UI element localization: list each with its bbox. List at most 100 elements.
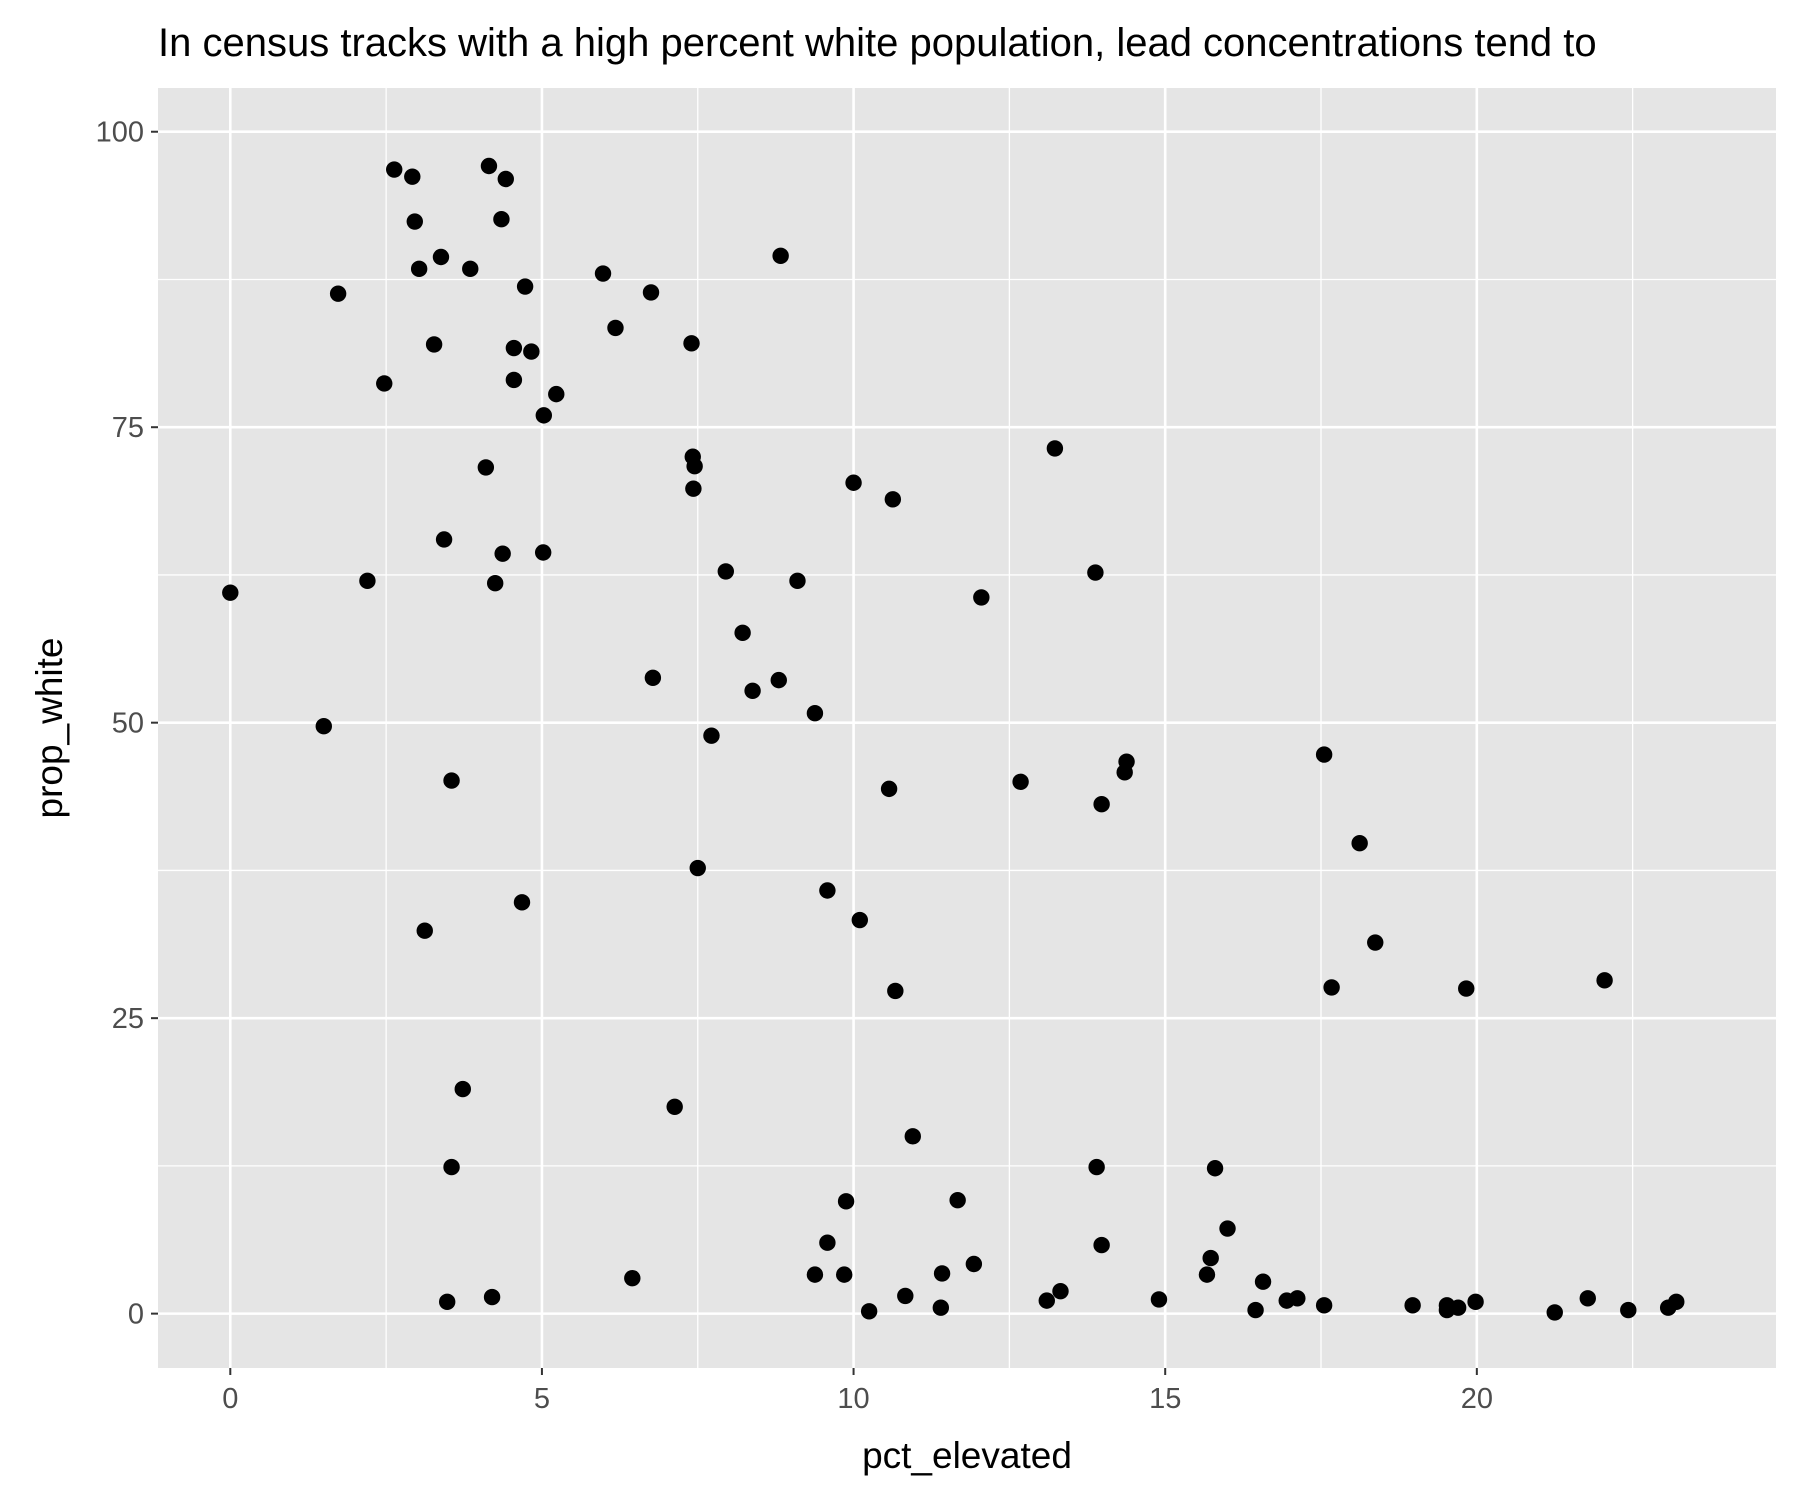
data-point bbox=[819, 882, 836, 899]
axis-ticks bbox=[151, 130, 1478, 1375]
data-point bbox=[845, 474, 862, 491]
data-point bbox=[1046, 440, 1064, 457]
data-point bbox=[462, 260, 479, 278]
data-point bbox=[432, 248, 450, 266]
data-point bbox=[837, 1193, 855, 1210]
data-point bbox=[897, 1287, 914, 1305]
data-point bbox=[483, 1288, 501, 1306]
data-point bbox=[789, 572, 806, 590]
data-point bbox=[607, 319, 624, 337]
data-point bbox=[1315, 746, 1333, 763]
major-gridlines bbox=[158, 88, 1776, 1368]
data-point bbox=[880, 780, 898, 798]
data-point bbox=[1202, 1249, 1219, 1267]
data-point bbox=[1038, 1292, 1055, 1309]
data-point bbox=[1150, 1291, 1168, 1308]
data-point bbox=[534, 544, 552, 561]
data-point bbox=[644, 669, 662, 686]
data-point bbox=[851, 911, 868, 929]
data-point bbox=[315, 718, 332, 735]
data-point bbox=[624, 1269, 641, 1287]
data-point bbox=[717, 563, 734, 580]
data-point bbox=[1093, 1236, 1110, 1254]
data-point bbox=[744, 682, 761, 699]
data-point bbox=[887, 982, 904, 1000]
data-point bbox=[1620, 1301, 1637, 1319]
y-tick-label: 25 bbox=[112, 1003, 144, 1035]
data-point bbox=[443, 772, 460, 789]
data-point bbox=[806, 705, 824, 722]
data-point bbox=[523, 343, 540, 360]
data-point bbox=[973, 589, 990, 606]
chart-title: In census tracks with a high percent whi… bbox=[158, 21, 1597, 65]
data-point bbox=[904, 1128, 921, 1145]
minor-gridlines bbox=[158, 88, 1776, 1368]
data-point bbox=[689, 859, 706, 877]
x-axis-tick-labels: 0 5 10 15 20 bbox=[222, 1383, 1493, 1415]
data-point bbox=[772, 247, 789, 265]
data-point bbox=[1012, 773, 1029, 790]
data-point bbox=[1596, 972, 1613, 989]
data-point bbox=[486, 575, 504, 592]
data-point bbox=[513, 894, 531, 911]
data-point bbox=[505, 371, 523, 389]
data-point bbox=[329, 285, 347, 302]
data-point bbox=[222, 584, 239, 601]
data-point bbox=[404, 168, 421, 185]
data-point bbox=[548, 385, 565, 403]
data-point bbox=[1247, 1301, 1264, 1319]
data-point bbox=[685, 480, 702, 497]
data-point bbox=[1467, 1293, 1484, 1311]
y-tick-label: 75 bbox=[112, 412, 144, 444]
data-point bbox=[1579, 1290, 1596, 1307]
y-tick-label: 50 bbox=[112, 708, 144, 740]
data-point bbox=[1668, 1293, 1685, 1311]
data-point bbox=[480, 157, 498, 175]
data-point bbox=[1449, 1299, 1467, 1316]
x-axis-title: pct_elevated bbox=[862, 1435, 1072, 1476]
data-point bbox=[454, 1080, 471, 1098]
data-point bbox=[425, 336, 443, 353]
data-points bbox=[222, 157, 1685, 1321]
plot-panel bbox=[158, 88, 1776, 1368]
data-point bbox=[1118, 753, 1135, 770]
data-point bbox=[438, 1293, 456, 1311]
x-tick-label: 5 bbox=[534, 1383, 550, 1415]
y-tick-label: 0 bbox=[128, 1299, 144, 1331]
data-point bbox=[359, 572, 376, 590]
data-point bbox=[933, 1265, 951, 1282]
data-point bbox=[703, 727, 720, 744]
data-point bbox=[949, 1191, 966, 1209]
data-point bbox=[1546, 1304, 1563, 1321]
data-point bbox=[1289, 1290, 1306, 1307]
data-point bbox=[494, 545, 511, 562]
data-point bbox=[1254, 1273, 1272, 1290]
data-point bbox=[535, 407, 553, 424]
data-point bbox=[806, 1266, 824, 1283]
data-point bbox=[505, 339, 523, 357]
data-point bbox=[443, 1158, 460, 1176]
data-point bbox=[819, 1234, 836, 1251]
data-point bbox=[410, 260, 428, 278]
y-axis-title: prop_white bbox=[29, 637, 70, 818]
data-point bbox=[1323, 979, 1340, 996]
data-point bbox=[1088, 1158, 1105, 1176]
data-point bbox=[1404, 1297, 1421, 1314]
data-point bbox=[406, 213, 423, 230]
data-point bbox=[965, 1255, 983, 1273]
x-tick-label: 10 bbox=[837, 1383, 869, 1415]
data-point bbox=[1198, 1266, 1216, 1283]
data-point bbox=[770, 671, 787, 689]
data-point bbox=[516, 278, 534, 295]
data-point bbox=[435, 531, 453, 548]
x-tick-label: 0 bbox=[222, 1383, 238, 1415]
data-point bbox=[683, 335, 700, 352]
data-point bbox=[477, 459, 495, 476]
data-point bbox=[386, 161, 403, 178]
data-point bbox=[1315, 1297, 1333, 1314]
data-point bbox=[1351, 835, 1368, 852]
data-point bbox=[1052, 1282, 1069, 1300]
data-point bbox=[686, 458, 703, 475]
data-point bbox=[594, 265, 612, 282]
